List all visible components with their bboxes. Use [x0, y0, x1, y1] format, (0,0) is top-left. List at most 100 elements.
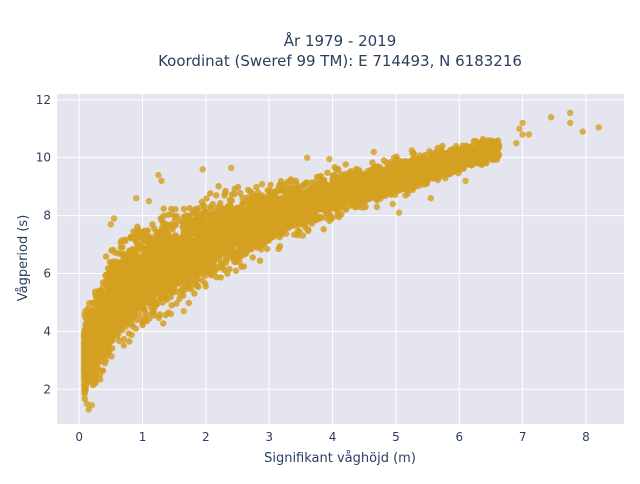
data-point	[490, 138, 496, 144]
data-point	[186, 205, 192, 211]
data-point	[365, 195, 371, 201]
data-point	[103, 253, 109, 259]
data-point	[288, 178, 294, 184]
data-point	[228, 235, 234, 241]
data-point	[221, 267, 227, 273]
data-point	[302, 194, 308, 200]
data-point	[168, 266, 174, 272]
data-point	[110, 247, 116, 253]
data-point	[296, 228, 302, 234]
data-point	[135, 283, 141, 289]
data-point	[329, 196, 335, 202]
data-point	[373, 191, 379, 197]
data-point	[213, 192, 219, 198]
data-point	[236, 229, 242, 235]
data-point	[305, 228, 311, 234]
data-point	[215, 183, 221, 189]
data-point	[414, 177, 420, 183]
data-point	[86, 300, 92, 306]
data-point	[266, 238, 272, 244]
data-point	[372, 182, 378, 188]
data-point	[125, 277, 131, 283]
data-point	[333, 167, 339, 173]
data-point	[190, 237, 196, 243]
data-point	[324, 170, 330, 176]
data-point	[247, 188, 253, 194]
data-point	[193, 262, 199, 268]
data-point	[321, 178, 327, 184]
data-point	[366, 187, 372, 193]
data-point	[221, 192, 227, 198]
data-point	[181, 206, 187, 212]
data-point	[274, 230, 280, 236]
data-point	[95, 354, 101, 360]
data-point	[195, 205, 201, 211]
data-point	[164, 288, 170, 294]
data-point	[418, 157, 424, 163]
data-point	[173, 254, 179, 260]
data-point	[257, 258, 263, 264]
data-point	[277, 243, 283, 249]
data-point	[154, 234, 160, 240]
data-point	[249, 246, 255, 252]
data-point	[190, 210, 196, 216]
data-point	[168, 302, 174, 308]
data-point	[139, 322, 145, 328]
data-point	[378, 177, 384, 183]
data-point	[161, 205, 167, 211]
data-point	[423, 160, 429, 166]
data-point	[336, 184, 342, 190]
data-point	[118, 239, 124, 245]
data-point	[163, 221, 169, 227]
data-point	[113, 300, 119, 306]
data-point	[397, 184, 403, 190]
data-point	[227, 205, 233, 211]
data-point	[309, 185, 315, 191]
data-point	[321, 226, 327, 232]
data-point	[92, 299, 98, 305]
data-point	[108, 291, 114, 297]
data-point	[229, 228, 235, 234]
data-point	[304, 181, 310, 187]
data-point	[229, 191, 235, 197]
data-point	[111, 258, 117, 264]
data-point	[317, 198, 323, 204]
data-point	[165, 212, 171, 218]
data-point	[386, 164, 392, 170]
data-point	[254, 241, 260, 247]
data-point	[216, 214, 222, 220]
data-point	[251, 231, 257, 237]
data-point	[267, 182, 273, 188]
data-point	[134, 240, 140, 246]
data-point	[193, 278, 199, 284]
data-point	[237, 190, 243, 196]
data-point	[190, 270, 196, 276]
data-point	[296, 185, 302, 191]
data-point	[126, 330, 132, 336]
data-point	[168, 237, 174, 243]
data-point	[438, 146, 444, 152]
data-point	[190, 217, 196, 223]
data-point	[130, 315, 136, 321]
data-point	[92, 380, 98, 386]
data-point	[259, 181, 265, 187]
data-point	[250, 254, 256, 260]
data-point	[150, 307, 156, 313]
data-point	[186, 300, 192, 306]
data-point	[184, 251, 190, 257]
data-point	[134, 224, 140, 230]
data-point	[181, 246, 187, 252]
data-point	[207, 190, 213, 196]
data-point	[185, 283, 191, 289]
data-point	[330, 174, 336, 180]
data-point	[239, 214, 245, 220]
data-point	[116, 338, 122, 344]
data-point	[146, 239, 152, 245]
data-point	[290, 188, 296, 194]
data-point	[255, 189, 261, 195]
data-point	[133, 325, 139, 331]
data-point	[109, 283, 115, 289]
data-point	[233, 268, 239, 274]
data-point	[274, 188, 280, 194]
